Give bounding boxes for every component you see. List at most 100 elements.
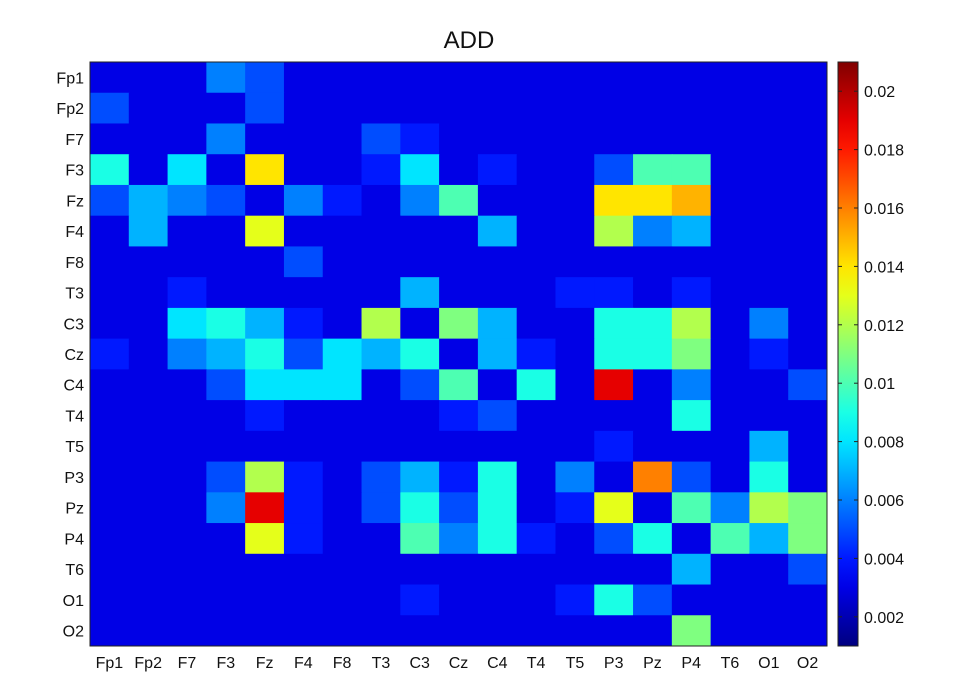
heatmap-cell: [90, 246, 130, 278]
x-axis-labels: Fp1 Fp2 F7 F3 Fz F4 F8 T3 C3 Cz C4 T4 T5 P3 Pz P4 T6 O1 O2: [96, 655, 819, 672]
heatmap-cell: [516, 430, 556, 463]
heatmap-cell: [322, 246, 363, 278]
heatmap-cell: [439, 400, 479, 432]
heatmap-cell: [671, 62, 712, 94]
heatmap-cell: [167, 215, 207, 247]
heatmap-cell: [167, 400, 207, 432]
heatmap-cell: [283, 430, 324, 463]
heatmap-cell: [671, 277, 712, 309]
y-axis-labels: Fp1 Fp2 F7 F3 Fz F4 F8 T3 C3 Cz C4 T4 T5 P3 Pz P4 T6 O1 O2: [56, 70, 84, 640]
heatmap-cell: [710, 430, 750, 463]
heatmap-cell: [594, 553, 634, 586]
heatmap-cell: [555, 92, 595, 124]
heatmap-cell: [594, 62, 634, 94]
heatmap-cell: [167, 338, 207, 370]
colorbar-tick-label: 0.014: [864, 259, 904, 276]
y-tick-label: Pz: [65, 501, 84, 518]
heatmap-cell: [555, 492, 595, 524]
heatmap-cell: [245, 461, 285, 493]
heatmap-cell: [167, 154, 207, 186]
heatmap-cell: [90, 184, 130, 217]
heatmap-cell: [477, 92, 518, 124]
plot-frame: [89, 61, 828, 647]
heatmap-cell: [749, 369, 789, 401]
heatmap-cell: [633, 246, 673, 278]
y-tick-label: C4: [64, 378, 85, 395]
heatmap-cell: [400, 277, 440, 309]
heatmap-cell: [245, 123, 285, 155]
colorbar-tick-label: 0.016: [864, 201, 904, 218]
y-tick-label: F8: [65, 255, 84, 272]
heatmap-cell: [749, 523, 789, 555]
heatmap-cell: [128, 154, 169, 186]
heatmap-cell: [90, 369, 130, 401]
heatmap-cell: [206, 400, 246, 432]
heatmap-cell: [322, 307, 363, 340]
heatmap-cell: [167, 246, 207, 278]
heatmap-cell: [128, 523, 169, 555]
heatmap-cell: [128, 184, 169, 217]
heatmap-cell: [283, 123, 324, 155]
heatmap-cell: [439, 430, 479, 463]
heatmap-cell: [710, 215, 750, 247]
y-tick-label: Fp2: [56, 101, 84, 118]
heatmap-cell: [516, 492, 556, 524]
heatmap-cell: [477, 215, 518, 247]
heatmap-cell: [555, 338, 595, 370]
heatmap-cell: [283, 62, 324, 94]
heatmap-cell: [322, 430, 363, 463]
heatmap-cell: [283, 615, 324, 647]
heatmap-cell: [594, 584, 634, 616]
heatmap-cell: [788, 584, 828, 616]
heatmap-cell: [633, 523, 673, 555]
heatmap-cell: [283, 154, 324, 186]
heatmap-cell: [90, 307, 130, 340]
heatmap-cell: [516, 92, 556, 124]
heatmap-cell: [283, 492, 324, 524]
heatmap-cell: [477, 369, 518, 401]
heatmap-cell: [167, 430, 207, 463]
heatmap-cell: [206, 92, 246, 124]
heatmap-cell: [400, 338, 440, 370]
heatmap-cell: [749, 400, 789, 432]
heatmap-cell: [633, 307, 673, 340]
heatmap-cells: [90, 62, 828, 647]
heatmap-cell: [400, 92, 440, 124]
heatmap-cell: [206, 461, 246, 493]
heatmap-cell: [555, 62, 595, 94]
heatmap-cell: [283, 184, 324, 217]
x-tick-label: Cz: [449, 655, 469, 672]
heatmap-cell: [633, 92, 673, 124]
heatmap-cell: [361, 369, 401, 401]
y-tick-label: T3: [65, 286, 84, 303]
heatmap-cell: [245, 184, 285, 217]
heatmap-cell: [633, 277, 673, 309]
y-tick-label: T6: [65, 562, 84, 579]
heatmap-cell: [167, 461, 207, 493]
heatmap-cell: [361, 307, 401, 340]
heatmap-cell: [749, 338, 789, 370]
heatmap-cell: [245, 369, 285, 401]
x-tick-label: O2: [797, 655, 818, 672]
heatmap-cell: [439, 246, 479, 278]
x-tick-label: T3: [372, 655, 391, 672]
y-tick-label: P4: [64, 531, 84, 548]
heatmap-cell: [283, 277, 324, 309]
heatmap-cell: [594, 123, 634, 155]
heatmap-cell: [361, 338, 401, 370]
y-tick-label: F3: [65, 163, 84, 180]
colorbar-frame: [837, 61, 859, 647]
heatmap-cell: [788, 492, 828, 524]
heatmap-cell: [788, 246, 828, 278]
heatmap-cell: [90, 338, 130, 370]
heatmap-cell: [477, 523, 518, 555]
heatmap-cell: [516, 246, 556, 278]
heatmap-cell: [516, 615, 556, 647]
x-tick-label: F4: [294, 655, 313, 672]
heatmap-cell: [283, 523, 324, 555]
heatmap-cell: [322, 553, 363, 586]
heatmap-cell: [594, 369, 634, 401]
heatmap-cell: [516, 215, 556, 247]
heatmap-cell: [788, 430, 828, 463]
heatmap-cell: [671, 492, 712, 524]
